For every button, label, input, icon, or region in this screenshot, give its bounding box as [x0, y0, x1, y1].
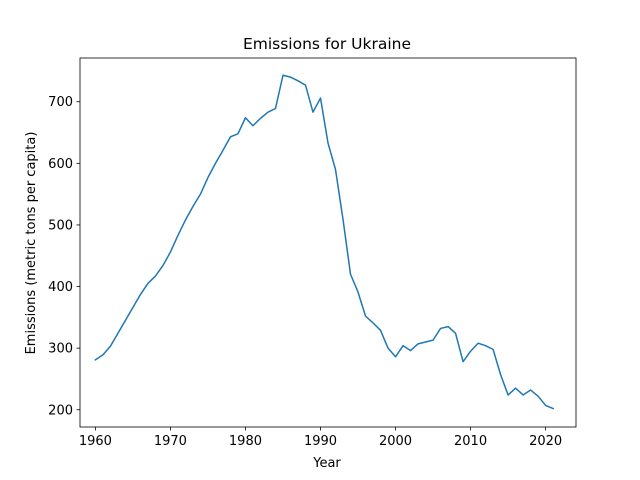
series-line-0 — [94, 74, 555, 410]
x-tick-label: 1960 — [79, 434, 112, 449]
plot-area — [79, 57, 577, 428]
x-tick-label: 2010 — [454, 434, 487, 449]
axis-ticks: 1960 1970 1980 1990 2000 2010 2020 200 300 400 500… — [48, 95, 562, 449]
chart-title: Emissions for Ukraine — [243, 35, 411, 53]
y-tick-label: 200 — [48, 403, 73, 418]
x-axis-label: Year — [312, 456, 341, 471]
y-axis-label: Emissions (metric tons per capita) — [24, 132, 39, 355]
x-tick-label: 1970 — [154, 434, 187, 449]
x-tick-label: 1980 — [229, 434, 262, 449]
x-tick-label: 2000 — [379, 434, 412, 449]
y-tick-label: 300 — [48, 342, 73, 357]
x-tick-label: 2020 — [529, 434, 562, 449]
plot-frame — [79, 57, 577, 428]
y-tick-label: 400 — [48, 280, 73, 295]
y-tick-label: 600 — [48, 157, 73, 172]
x-tick-label: 1990 — [304, 434, 337, 449]
y-tick-label: 500 — [48, 218, 73, 233]
y-tick-label: 700 — [48, 95, 73, 110]
